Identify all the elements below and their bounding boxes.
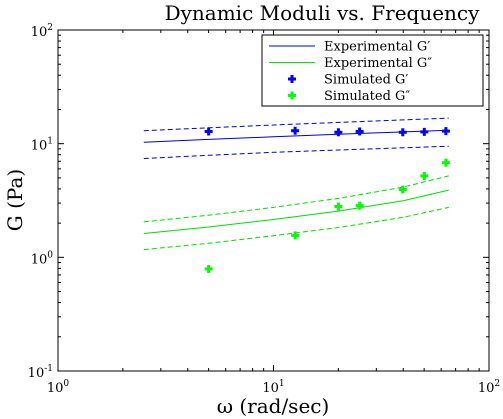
y-axis-label: G (Pa) (3, 169, 27, 231)
series-line-0 (143, 129, 449, 143)
chart-title: Dynamic Moduli vs. Frequency (165, 1, 481, 25)
series-lower-band-1 (143, 206, 449, 251)
legend-label: Simulated G″ (324, 89, 410, 104)
data-point-3 (420, 171, 429, 180)
data-point-3 (355, 201, 364, 210)
data-point-2 (291, 126, 300, 135)
series-upper-band-1 (143, 175, 449, 223)
legend-swatch (288, 75, 296, 83)
x-tick-label: 102 (478, 379, 500, 396)
data-point-2 (355, 127, 364, 136)
series-layer (143, 117, 450, 273)
legend-swatch (288, 91, 296, 100)
y-tick-label: 10-1 (28, 364, 53, 381)
data-point-3 (334, 202, 343, 211)
series-lower-band-0 (143, 145, 449, 159)
data-point-3 (204, 264, 213, 273)
x-tick-label: 100 (47, 379, 70, 396)
legend-label: Experimental G″ (324, 56, 432, 71)
x-axis-label: ω (rad/sec) (217, 394, 330, 418)
y-tick-label: 101 (31, 137, 53, 154)
data-point-2 (204, 127, 213, 136)
legend-label: Simulated G′ (324, 73, 408, 88)
data-point-3 (441, 158, 450, 167)
series-line-1 (143, 189, 449, 234)
series-upper-band-0 (143, 117, 449, 132)
data-point-2 (398, 128, 407, 137)
y-tick-label: 102 (31, 23, 53, 40)
data-point-3 (398, 185, 407, 194)
data-point-3 (291, 231, 300, 240)
legend-box (261, 34, 484, 107)
data-point-2 (334, 128, 343, 137)
legend: Experimental G′Experimental G″ Simulated … (261, 34, 484, 107)
legend-label: Experimental G′ (324, 40, 430, 55)
data-point-2 (441, 127, 450, 136)
x-tick-label: 101 (262, 379, 284, 396)
data-point-2 (420, 127, 429, 136)
y-tick-label: 100 (31, 250, 54, 267)
